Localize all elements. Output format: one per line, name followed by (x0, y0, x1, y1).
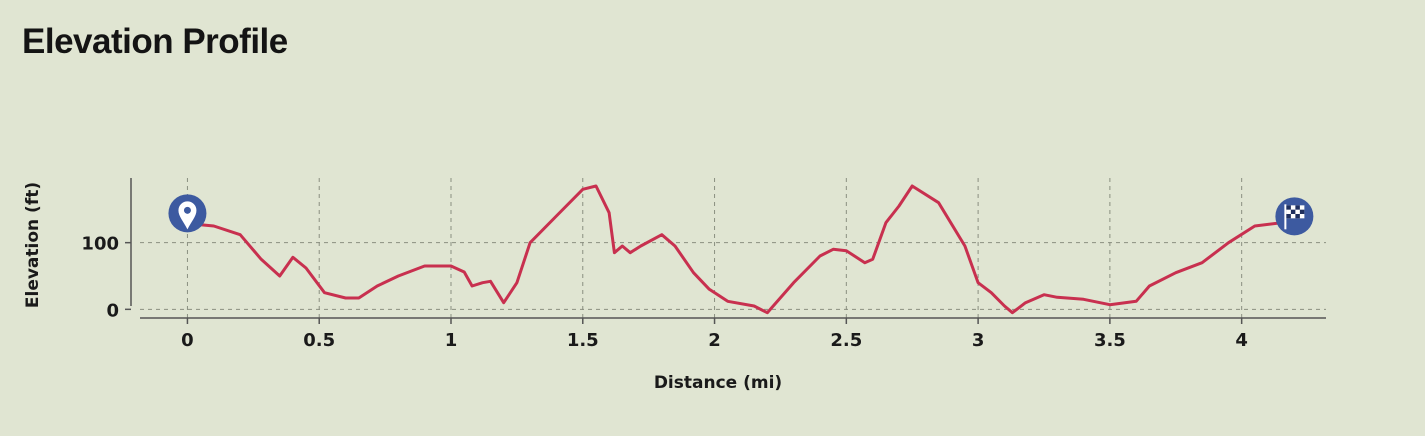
tick-marks (125, 241, 1243, 324)
checkered-flag-icon (1284, 204, 1305, 230)
start-marker[interactable] (168, 194, 207, 233)
x-tick-label: 3 (972, 330, 985, 351)
x-tick-label: 3.5 (1094, 330, 1126, 351)
x-tick-label: 0.5 (303, 330, 335, 351)
page-title: Elevation Profile (22, 22, 288, 61)
y-tick-label: 0 (106, 300, 119, 321)
map-pin-shape (178, 201, 197, 230)
x-tick-label: 0 (181, 330, 194, 351)
elevation-series-line (191, 184, 1302, 315)
x-tick-label: 4 (1235, 330, 1248, 351)
flag-check (1295, 214, 1300, 219)
flag-check (1295, 205, 1300, 210)
map-pin-hole (183, 206, 191, 214)
y-axis-label: Elevation (ft) (23, 182, 43, 308)
x-tick-label: 2 (708, 330, 721, 351)
x-tick-label: 1 (445, 330, 458, 351)
x-tick-label: 1.5 (567, 330, 599, 351)
y-tick-label: 100 (81, 234, 119, 255)
axes (130, 178, 1326, 319)
flag-check (1299, 209, 1305, 214)
finish-marker[interactable] (1275, 197, 1314, 236)
x-axis-label: Distance (mi) (654, 373, 782, 393)
grid-lines (140, 178, 1326, 318)
x-tick-label: 2.5 (830, 330, 862, 351)
flag-check (1286, 205, 1291, 210)
tick-labels: 0 0.5 1 1.5 2 2.5 3 3.5 4 0 100 (81, 234, 1248, 351)
map-pin-icon (178, 201, 197, 230)
flag-check (1286, 214, 1291, 219)
flag-check (1290, 209, 1296, 214)
